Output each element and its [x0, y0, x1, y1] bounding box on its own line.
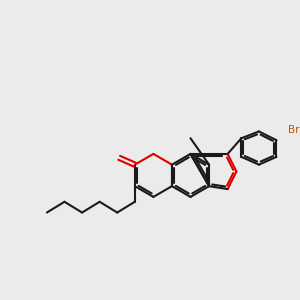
Text: Br: Br: [288, 125, 300, 136]
